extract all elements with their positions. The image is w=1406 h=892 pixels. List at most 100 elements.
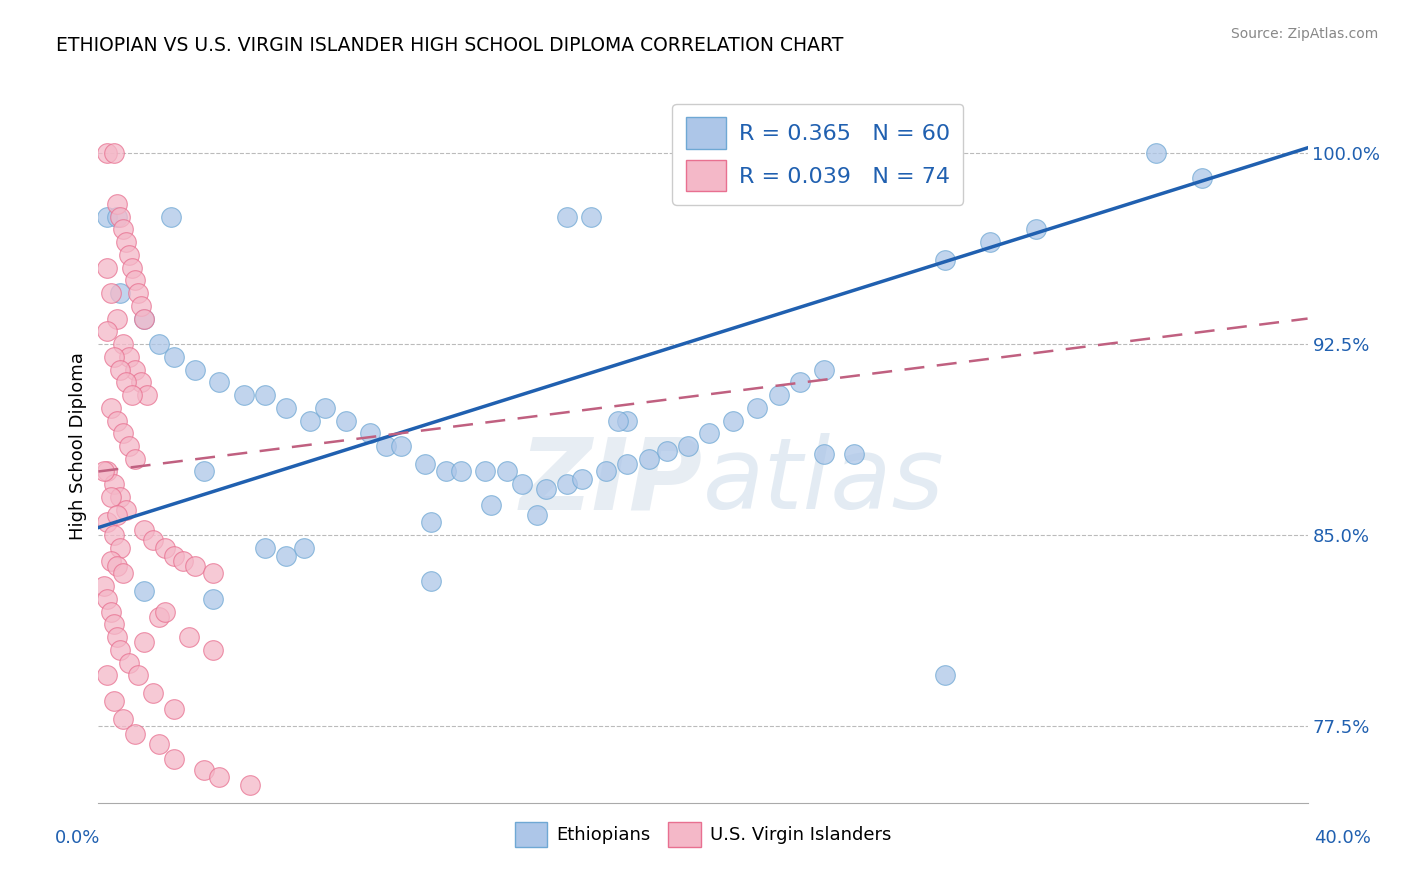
Point bbox=[132, 584, 155, 599]
Point bbox=[495, 465, 517, 479]
Point bbox=[413, 457, 436, 471]
Point bbox=[96, 591, 118, 606]
Point bbox=[105, 630, 128, 644]
Point bbox=[420, 516, 443, 530]
Point bbox=[108, 643, 131, 657]
Point bbox=[474, 465, 496, 479]
Point bbox=[1191, 171, 1213, 186]
Point bbox=[108, 541, 131, 555]
Point bbox=[163, 701, 186, 715]
Text: ZIP: ZIP bbox=[520, 434, 703, 530]
Point bbox=[274, 401, 297, 415]
Point bbox=[132, 311, 155, 326]
Point bbox=[124, 362, 146, 376]
Point bbox=[118, 248, 141, 262]
Point bbox=[314, 401, 336, 415]
Point bbox=[96, 210, 118, 224]
Point bbox=[299, 413, 322, 427]
Point bbox=[813, 362, 835, 376]
Point bbox=[208, 770, 231, 784]
Point bbox=[108, 362, 131, 376]
Point bbox=[697, 426, 720, 441]
Point bbox=[335, 413, 357, 427]
Point bbox=[979, 235, 1001, 249]
Point bbox=[1144, 145, 1167, 160]
Point bbox=[96, 516, 118, 530]
Point bbox=[148, 737, 170, 751]
Point bbox=[747, 401, 769, 415]
Point bbox=[111, 712, 134, 726]
Point bbox=[100, 605, 122, 619]
Point bbox=[127, 668, 149, 682]
Point bbox=[96, 145, 118, 160]
Point bbox=[153, 605, 176, 619]
Point bbox=[526, 508, 548, 522]
Point bbox=[595, 465, 617, 479]
Point bbox=[723, 413, 745, 427]
Point bbox=[132, 523, 155, 537]
Point bbox=[202, 591, 225, 606]
Point bbox=[129, 376, 152, 390]
Point bbox=[172, 554, 194, 568]
Text: Source: ZipAtlas.com: Source: ZipAtlas.com bbox=[1230, 27, 1378, 41]
Point bbox=[1024, 222, 1046, 236]
Point bbox=[253, 388, 276, 402]
Point bbox=[96, 668, 118, 682]
Point bbox=[100, 554, 122, 568]
Point bbox=[124, 727, 146, 741]
Point bbox=[96, 324, 118, 338]
Point bbox=[292, 541, 315, 555]
Point bbox=[184, 362, 207, 376]
Legend: Ethiopians, U.S. Virgin Islanders: Ethiopians, U.S. Virgin Islanders bbox=[508, 814, 898, 855]
Point bbox=[142, 686, 165, 700]
Point bbox=[571, 472, 593, 486]
Point bbox=[111, 222, 134, 236]
Point bbox=[360, 426, 382, 441]
Point bbox=[129, 299, 152, 313]
Point bbox=[274, 549, 297, 563]
Point bbox=[555, 210, 578, 224]
Point bbox=[142, 533, 165, 548]
Point bbox=[160, 210, 183, 224]
Text: atlas: atlas bbox=[703, 434, 945, 530]
Point bbox=[163, 350, 186, 364]
Point bbox=[108, 286, 131, 301]
Point bbox=[789, 376, 811, 390]
Point bbox=[118, 656, 141, 670]
Point bbox=[193, 763, 215, 777]
Point bbox=[103, 350, 125, 364]
Point bbox=[114, 502, 136, 516]
Point bbox=[253, 541, 276, 555]
Point bbox=[844, 447, 866, 461]
Point bbox=[124, 273, 146, 287]
Point bbox=[118, 439, 141, 453]
Point bbox=[121, 388, 143, 402]
Point bbox=[121, 260, 143, 275]
Point bbox=[450, 465, 472, 479]
Point bbox=[202, 566, 225, 581]
Point bbox=[93, 465, 115, 479]
Point bbox=[93, 579, 115, 593]
Point bbox=[934, 668, 956, 682]
Point bbox=[111, 337, 134, 351]
Point bbox=[420, 574, 443, 588]
Point bbox=[103, 694, 125, 708]
Point bbox=[105, 210, 128, 224]
Point bbox=[132, 635, 155, 649]
Point bbox=[105, 508, 128, 522]
Point bbox=[103, 477, 125, 491]
Point bbox=[184, 558, 207, 573]
Text: 40.0%: 40.0% bbox=[1315, 829, 1371, 847]
Point bbox=[103, 145, 125, 160]
Point bbox=[481, 498, 503, 512]
Point bbox=[434, 465, 457, 479]
Point bbox=[637, 451, 659, 466]
Point bbox=[232, 388, 254, 402]
Point bbox=[105, 197, 128, 211]
Point bbox=[389, 439, 412, 453]
Point bbox=[103, 528, 125, 542]
Point bbox=[96, 465, 118, 479]
Point bbox=[105, 413, 128, 427]
Point bbox=[813, 447, 835, 461]
Point bbox=[934, 252, 956, 267]
